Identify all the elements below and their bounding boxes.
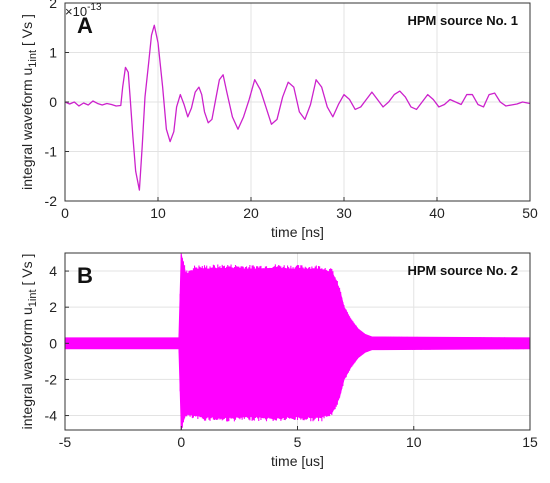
panel-a-ylabel-unit: [ Vs ] (19, 14, 35, 50)
x-tick-label: 50 (522, 205, 538, 221)
panel-b-plot-area (64, 253, 531, 431)
panel-a: 0 10 20 30 40 50 -2 -1 0 1 2 A HPM source No. 1 ×… (19, 0, 538, 240)
y-tick-label: -2 (45, 193, 58, 209)
panel-a-x-ticks: 0 10 20 30 40 50 (61, 197, 538, 221)
x-tick-label: 15 (522, 434, 538, 450)
y-tick-label: 4 (49, 263, 57, 279)
x-tick-label: 0 (61, 205, 69, 221)
y-tick-label: -1 (45, 144, 58, 160)
x-tick-label: 20 (243, 205, 259, 221)
x-tick-label: 10 (406, 434, 422, 450)
panel-a-letter: A (77, 13, 93, 38)
panel-a-title: HPM source No. 1 (407, 13, 518, 28)
y-tick-label: 2 (49, 299, 57, 315)
x-tick-label: 30 (336, 205, 352, 221)
y-tick-label: -2 (45, 371, 58, 387)
panel-b: -5 0 5 10 15 -4 -2 0 2 4 B HPM source No. 2 time… (19, 252, 538, 469)
y-tick-label: 0 (49, 335, 57, 351)
panel-b-x-axis-label: time [us] (271, 453, 324, 469)
panel-a-y-axis-label: integral waveform u1int [ Vs ] (19, 14, 39, 190)
x-tick-label: 5 (294, 434, 302, 450)
x-tick-label: 40 (429, 205, 445, 221)
x-tick-label: -5 (59, 434, 72, 450)
y-tick-label: 1 (49, 45, 57, 61)
panel-b-letter: B (77, 263, 93, 288)
panel-a-exponent-base: ×10 (65, 4, 87, 19)
panel-a-plot-area (64, 24, 531, 191)
y-tick-label: 0 (49, 94, 57, 110)
panel-b-ylabel-main: integral waveform u (19, 307, 35, 429)
panel-b-title: HPM source No. 2 (407, 263, 518, 278)
panel-b-x-ticks: -5 0 5 10 15 (59, 426, 538, 450)
panel-a-y-ticks: -2 -1 0 1 2 (45, 0, 69, 209)
panel-b-y-axis-label: integral waveform u1int [ Vs ] (19, 254, 39, 430)
panel-b-ylabel-unit: [ Vs ] (19, 254, 35, 290)
y-tick-label: -4 (45, 408, 58, 424)
panel-b-y-ticks: -4 -2 0 2 4 (45, 263, 69, 424)
panel-a-ylabel-main: integral waveform u (19, 68, 35, 190)
panel-a-exponent-power: -13 (87, 2, 102, 13)
x-tick-label: 0 (177, 434, 185, 450)
waveform-line (64, 24, 531, 191)
x-tick-label: 10 (150, 205, 166, 221)
panel-a-y-exponent: ×10-13 (65, 2, 102, 19)
panel-b-ylabel-sub: 1int (27, 289, 39, 307)
panel-a-x-axis-label: time [ns] (271, 224, 324, 240)
y-tick-label: 2 (49, 0, 57, 11)
panel-a-ylabel-sub: 1int (27, 50, 39, 68)
